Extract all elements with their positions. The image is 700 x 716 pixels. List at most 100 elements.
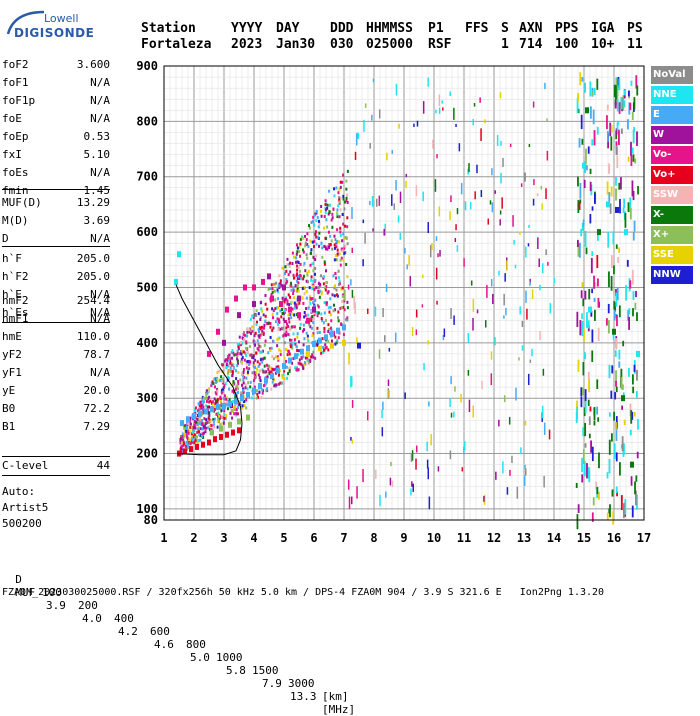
echo-point <box>416 120 419 127</box>
echo-point <box>337 191 340 195</box>
echo-point <box>589 168 592 175</box>
echo-point <box>296 287 299 291</box>
echo-point <box>314 212 317 216</box>
echo-point <box>336 293 339 297</box>
echo-point <box>311 315 314 319</box>
echo-point <box>279 353 282 357</box>
echo-point <box>335 241 338 245</box>
echo-point <box>456 208 459 215</box>
echo-point <box>328 189 331 193</box>
echo-point <box>229 361 232 365</box>
echo-point <box>322 276 325 280</box>
x-tick-label: 16 <box>607 531 621 545</box>
echo-point <box>316 303 319 307</box>
echo-point <box>449 91 452 96</box>
echo-point <box>308 226 311 230</box>
echo-point <box>314 272 317 276</box>
axes: 1 2 3 4 5 6 7 8 9 10 11 12 13 14 15 16 17100200300400500… <box>136 59 651 545</box>
echo-point <box>236 342 239 346</box>
echo-point <box>384 223 386 236</box>
echo-point <box>587 320 590 329</box>
echo-point <box>579 182 582 199</box>
echo-point <box>293 325 296 329</box>
echo-point <box>249 360 252 364</box>
echo-point <box>541 405 544 419</box>
echo-point <box>369 200 371 206</box>
echo-point <box>338 283 341 287</box>
echo-point <box>252 356 255 360</box>
echo-point <box>226 401 229 405</box>
echo-point <box>297 281 300 285</box>
echo-point <box>281 376 284 380</box>
echo-point <box>364 232 366 244</box>
series-point-e <box>204 408 208 415</box>
echo-point <box>378 349 381 359</box>
echo-point <box>592 497 595 506</box>
echo-point <box>525 290 527 303</box>
divider <box>2 189 110 190</box>
echo-point <box>323 262 326 266</box>
param-name: h`Es <box>2 306 29 319</box>
echo-point <box>281 296 284 300</box>
echo-point <box>201 403 204 407</box>
param-row: MUF(D) 13.29 <box>2 196 110 212</box>
echo-point <box>586 165 588 171</box>
echo-point <box>378 109 381 119</box>
echo-point <box>308 286 311 290</box>
echo-point <box>610 390 613 399</box>
echo-point <box>264 302 267 306</box>
echo-point <box>330 339 333 343</box>
echo-point <box>216 418 219 422</box>
echo-point <box>235 369 238 373</box>
echo-point <box>525 246 527 258</box>
echo-point <box>324 211 327 215</box>
echo-point <box>236 359 239 363</box>
echo-point <box>246 360 249 364</box>
echo-point <box>614 101 617 109</box>
echo-point <box>302 366 305 370</box>
echo-point <box>615 380 617 387</box>
echo-point <box>314 230 317 234</box>
echo-point <box>314 278 317 282</box>
echo-point <box>273 368 276 372</box>
echo-point <box>236 349 239 353</box>
echo-point <box>237 391 240 395</box>
param-value: 3.69 <box>83 214 111 227</box>
echo-point <box>350 279 352 286</box>
echo-point <box>199 438 202 442</box>
echo-point <box>509 469 511 476</box>
param-name: foF1 <box>2 76 29 89</box>
echo-point <box>528 144 531 148</box>
echo-point <box>255 309 258 313</box>
echo-point <box>271 312 274 316</box>
echo-point <box>384 335 386 342</box>
series-point-e <box>240 395 244 402</box>
echo-point <box>533 179 535 186</box>
echo-point <box>269 322 272 326</box>
echo-point <box>549 303 552 314</box>
echo-point <box>442 107 444 111</box>
auto-label: Auto: <box>2 485 36 498</box>
echo-point <box>277 317 280 321</box>
echo-point <box>422 101 425 114</box>
echo-point <box>299 326 302 330</box>
y-tick-label: 100 <box>136 502 158 516</box>
echo-point <box>391 194 393 206</box>
echo-point <box>618 182 621 190</box>
echo-point <box>243 375 246 379</box>
echo-point <box>490 351 493 360</box>
echo-point <box>285 269 288 273</box>
echo-point <box>190 425 193 429</box>
echo-point <box>223 413 226 417</box>
echo-point <box>242 332 245 336</box>
echo-point <box>334 342 337 346</box>
echo-point <box>609 122 612 137</box>
echo-point <box>627 202 630 213</box>
echo-point <box>288 313 291 317</box>
echo-point <box>253 364 256 368</box>
echo-point <box>435 267 438 280</box>
echo-point <box>326 203 329 207</box>
echo-point <box>385 283 388 292</box>
echo-point <box>274 355 277 359</box>
echo-point <box>314 232 317 236</box>
